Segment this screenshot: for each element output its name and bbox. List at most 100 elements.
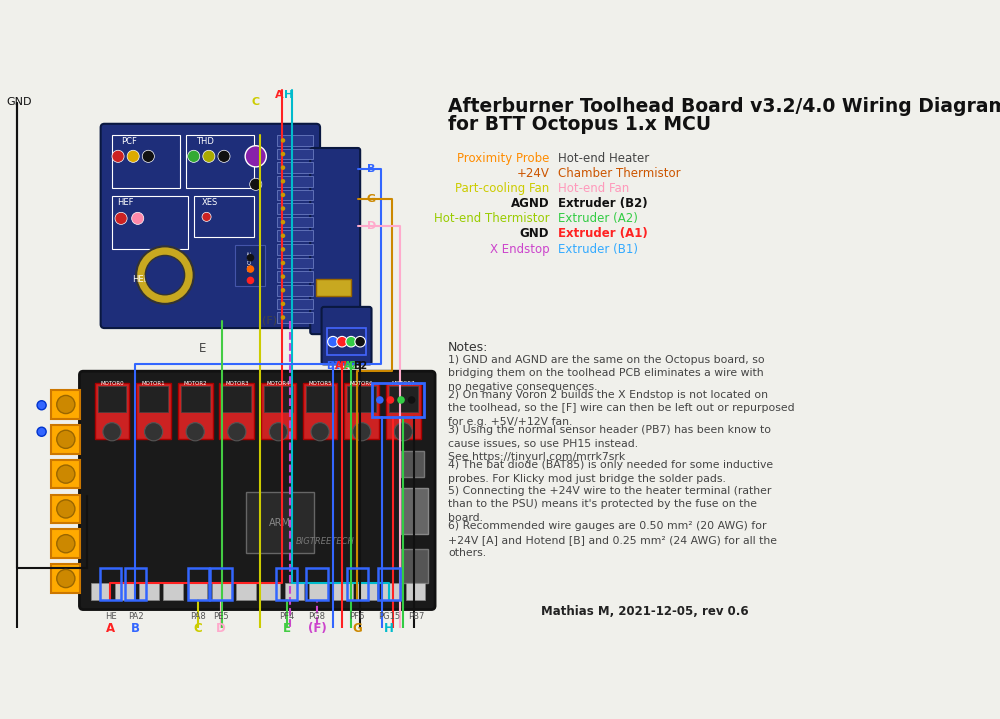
Circle shape	[281, 138, 285, 142]
Bar	[344, 383, 379, 439]
Text: for BTT Octopus 1.x MCU: for BTT Octopus 1.x MCU	[448, 116, 711, 134]
Bar	[112, 135, 180, 188]
Circle shape	[115, 212, 127, 224]
Circle shape	[127, 150, 139, 162]
Circle shape	[57, 500, 75, 518]
Text: MOTOR5: MOTOR5	[308, 381, 332, 386]
Bar	[372, 383, 424, 416]
Text: H: H	[284, 90, 293, 100]
Bar	[277, 231, 313, 241]
Bar	[309, 583, 328, 600]
Circle shape	[103, 423, 121, 441]
Bar	[277, 135, 313, 146]
Bar	[188, 583, 207, 600]
Text: D: D	[367, 221, 376, 231]
Circle shape	[337, 336, 347, 347]
Circle shape	[281, 315, 285, 320]
Circle shape	[281, 301, 285, 306]
Bar	[100, 568, 121, 600]
Text: A2: A2	[344, 361, 358, 370]
Circle shape	[145, 423, 163, 441]
Text: X Endstop: X Endstop	[490, 242, 549, 255]
Text: MOTOR2: MOTOR2	[183, 381, 207, 386]
Text: GND: GND	[520, 227, 549, 240]
Text: PE5: PE5	[213, 612, 229, 620]
Text: Proximity Probe: Proximity Probe	[457, 152, 549, 165]
Circle shape	[247, 254, 254, 262]
Text: ARM: ARM	[269, 518, 291, 528]
Circle shape	[355, 336, 365, 347]
Bar	[163, 583, 183, 600]
Text: +24V: +24V	[516, 167, 549, 180]
Text: B2: B2	[353, 361, 367, 370]
Text: D: D	[216, 623, 226, 636]
Bar	[277, 149, 313, 160]
Circle shape	[57, 535, 75, 553]
Bar	[264, 385, 293, 412]
Circle shape	[132, 212, 144, 224]
Text: MOTOR0: MOTOR0	[100, 381, 124, 386]
Circle shape	[387, 396, 394, 404]
Text: Hot-end Heater: Hot-end Heater	[558, 152, 650, 165]
Text: MOTOR7: MOTOR7	[391, 381, 415, 386]
Text: Hot-end Fan: Hot-end Fan	[558, 182, 630, 195]
Circle shape	[218, 150, 230, 162]
Text: PA2: PA2	[128, 612, 143, 620]
Bar	[194, 196, 254, 237]
Text: Extruder (B1): Extruder (B1)	[558, 242, 638, 255]
Text: HEF: HEF	[117, 198, 134, 207]
Bar	[277, 162, 313, 173]
Text: PA8: PA8	[190, 612, 206, 620]
Bar	[306, 568, 328, 600]
Text: E: E	[283, 623, 291, 636]
Bar	[222, 385, 251, 412]
Text: Afterburner Toolhead Board v3.2/4.0 Wiring Diagram: Afterburner Toolhead Board v3.2/4.0 Wiri…	[448, 97, 1000, 116]
FancyBboxPatch shape	[101, 124, 320, 328]
FancyBboxPatch shape	[79, 371, 435, 610]
Bar	[277, 203, 313, 214]
Text: 3) Using the normal sensor header (PB7) has been know to
cause issues, so use PH: 3) Using the normal sensor header (PB7) …	[448, 425, 771, 462]
Text: Extruder (B2): Extruder (B2)	[558, 197, 648, 210]
Bar	[277, 217, 313, 227]
Text: Chamber Thermistor: Chamber Thermistor	[558, 167, 681, 180]
Bar	[210, 568, 232, 600]
Text: THD: THD	[196, 137, 214, 147]
Bar	[333, 583, 353, 600]
Bar	[347, 568, 368, 600]
Text: 2) On many Voron 2 builds the X Endstop is not located on
the toolhead, so the [: 2) On many Voron 2 builds the X Endstop …	[448, 390, 795, 427]
Text: 4) The bat diode (BAT85) is only needed for some inductive
probes. For Klicky mo: 4) The bat diode (BAT85) is only needed …	[448, 460, 773, 484]
Bar	[188, 568, 209, 600]
Bar	[125, 568, 146, 600]
Circle shape	[353, 423, 371, 441]
Text: (F): (F)	[308, 623, 326, 636]
Text: PG15: PG15	[378, 612, 400, 620]
Text: (F): (F)	[262, 315, 277, 325]
Text: PROBE: PROBE	[247, 250, 252, 271]
Bar	[139, 385, 168, 412]
Text: MOTOR4: MOTOR4	[267, 381, 290, 386]
Bar	[327, 328, 366, 354]
Circle shape	[37, 427, 46, 436]
Circle shape	[247, 265, 254, 273]
Text: A: A	[275, 90, 284, 100]
FancyBboxPatch shape	[310, 148, 360, 334]
Text: BIGTREETECH: BIGTREETECH	[296, 537, 355, 546]
Circle shape	[203, 150, 215, 162]
Text: A: A	[106, 623, 115, 636]
Bar	[389, 385, 418, 412]
Circle shape	[57, 465, 75, 483]
Bar	[277, 298, 313, 309]
Circle shape	[281, 165, 285, 170]
Circle shape	[281, 179, 285, 183]
Bar	[261, 383, 296, 439]
Circle shape	[281, 261, 285, 265]
Bar	[277, 271, 313, 282]
Circle shape	[281, 234, 285, 238]
Bar	[51, 425, 80, 454]
Circle shape	[281, 275, 285, 279]
Bar	[277, 244, 313, 255]
Bar	[98, 385, 126, 412]
Circle shape	[57, 395, 75, 413]
Bar	[91, 583, 110, 600]
Bar	[178, 383, 213, 439]
